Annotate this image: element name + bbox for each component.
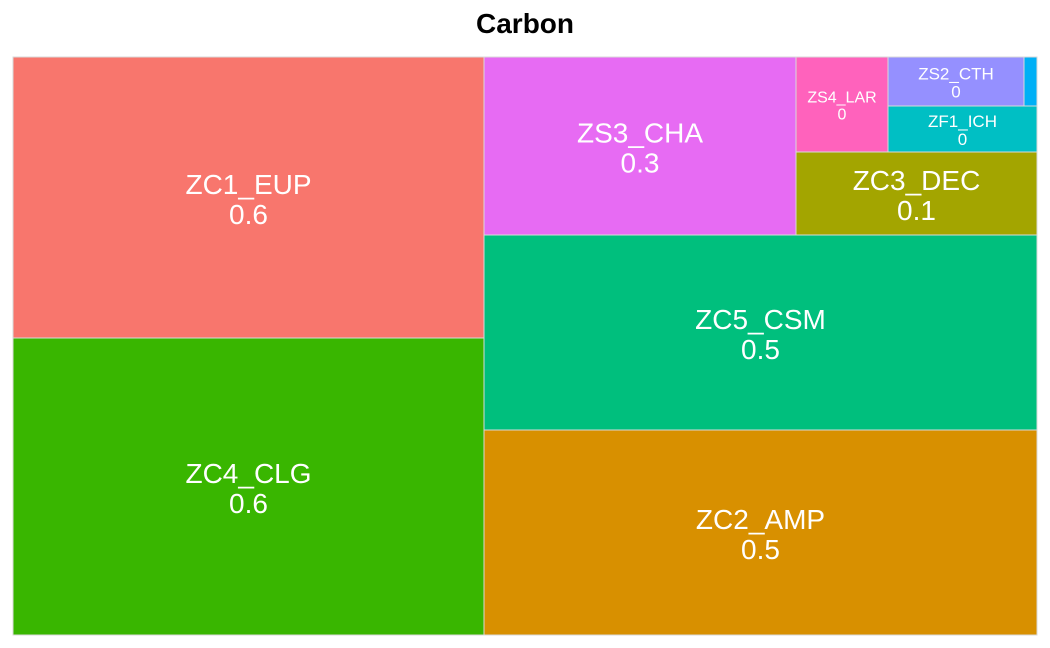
tile-rect-zs4-lar (795, 56, 889, 153)
tile-value-zc5-csm: 0.5 (741, 334, 780, 365)
tile-rect-unlabeled (1023, 56, 1038, 107)
tile-value-zc4-clg: 0.6 (229, 488, 268, 519)
tile-value-zf1-ich: 0 (958, 130, 967, 149)
chart-title: Carbon (476, 8, 574, 39)
tile-label-zs3-cha: ZS3_CHA (577, 118, 703, 149)
tile-rect-zs3-cha (483, 56, 797, 236)
tile-rect-zc1-eup (12, 56, 485, 339)
tile-rect-zc5-csm (483, 234, 1038, 431)
tile-label-zc5-csm: ZC5_CSM (695, 304, 826, 335)
tile-value-zs3-cha: 0.3 (621, 148, 660, 179)
tile-value-zc1-eup: 0.6 (229, 199, 268, 230)
tile-rect-zs2-cth (887, 56, 1025, 107)
tile-label-zs4-lar: ZS4_LAR (807, 90, 876, 107)
tile-value-zc3-dec: 0.1 (897, 195, 936, 226)
tile-rect-zc2-amp (483, 429, 1038, 636)
treemap-tile-unlabeled (1023, 56, 1038, 107)
tile-value-zc2-amp: 0.5 (741, 534, 780, 565)
tile-label-zf1-ich: ZF1_ICH (928, 112, 997, 131)
tile-label-zc4-clg: ZC4_CLG (185, 458, 311, 489)
tile-value-zs4-lar: 0 (838, 107, 847, 124)
tile-rect-zf1-ich (887, 105, 1038, 153)
tile-label-zs2-cth: ZS2_CTH (918, 64, 994, 83)
tile-rect-zc4-clg (12, 337, 485, 636)
tile-label-zc2-amp: ZC2_AMP (696, 504, 825, 535)
tile-value-zs2-cth: 0 (951, 83, 960, 102)
tile-label-zc3-dec: ZC3_DEC (853, 165, 981, 196)
tile-label-zc1-eup: ZC1_EUP (185, 169, 311, 200)
tile-rect-zc3-dec (795, 151, 1038, 236)
